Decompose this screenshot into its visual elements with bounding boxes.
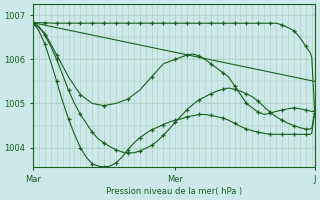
X-axis label: Pression niveau de la mer( hPa ): Pression niveau de la mer( hPa ) xyxy=(106,187,242,196)
